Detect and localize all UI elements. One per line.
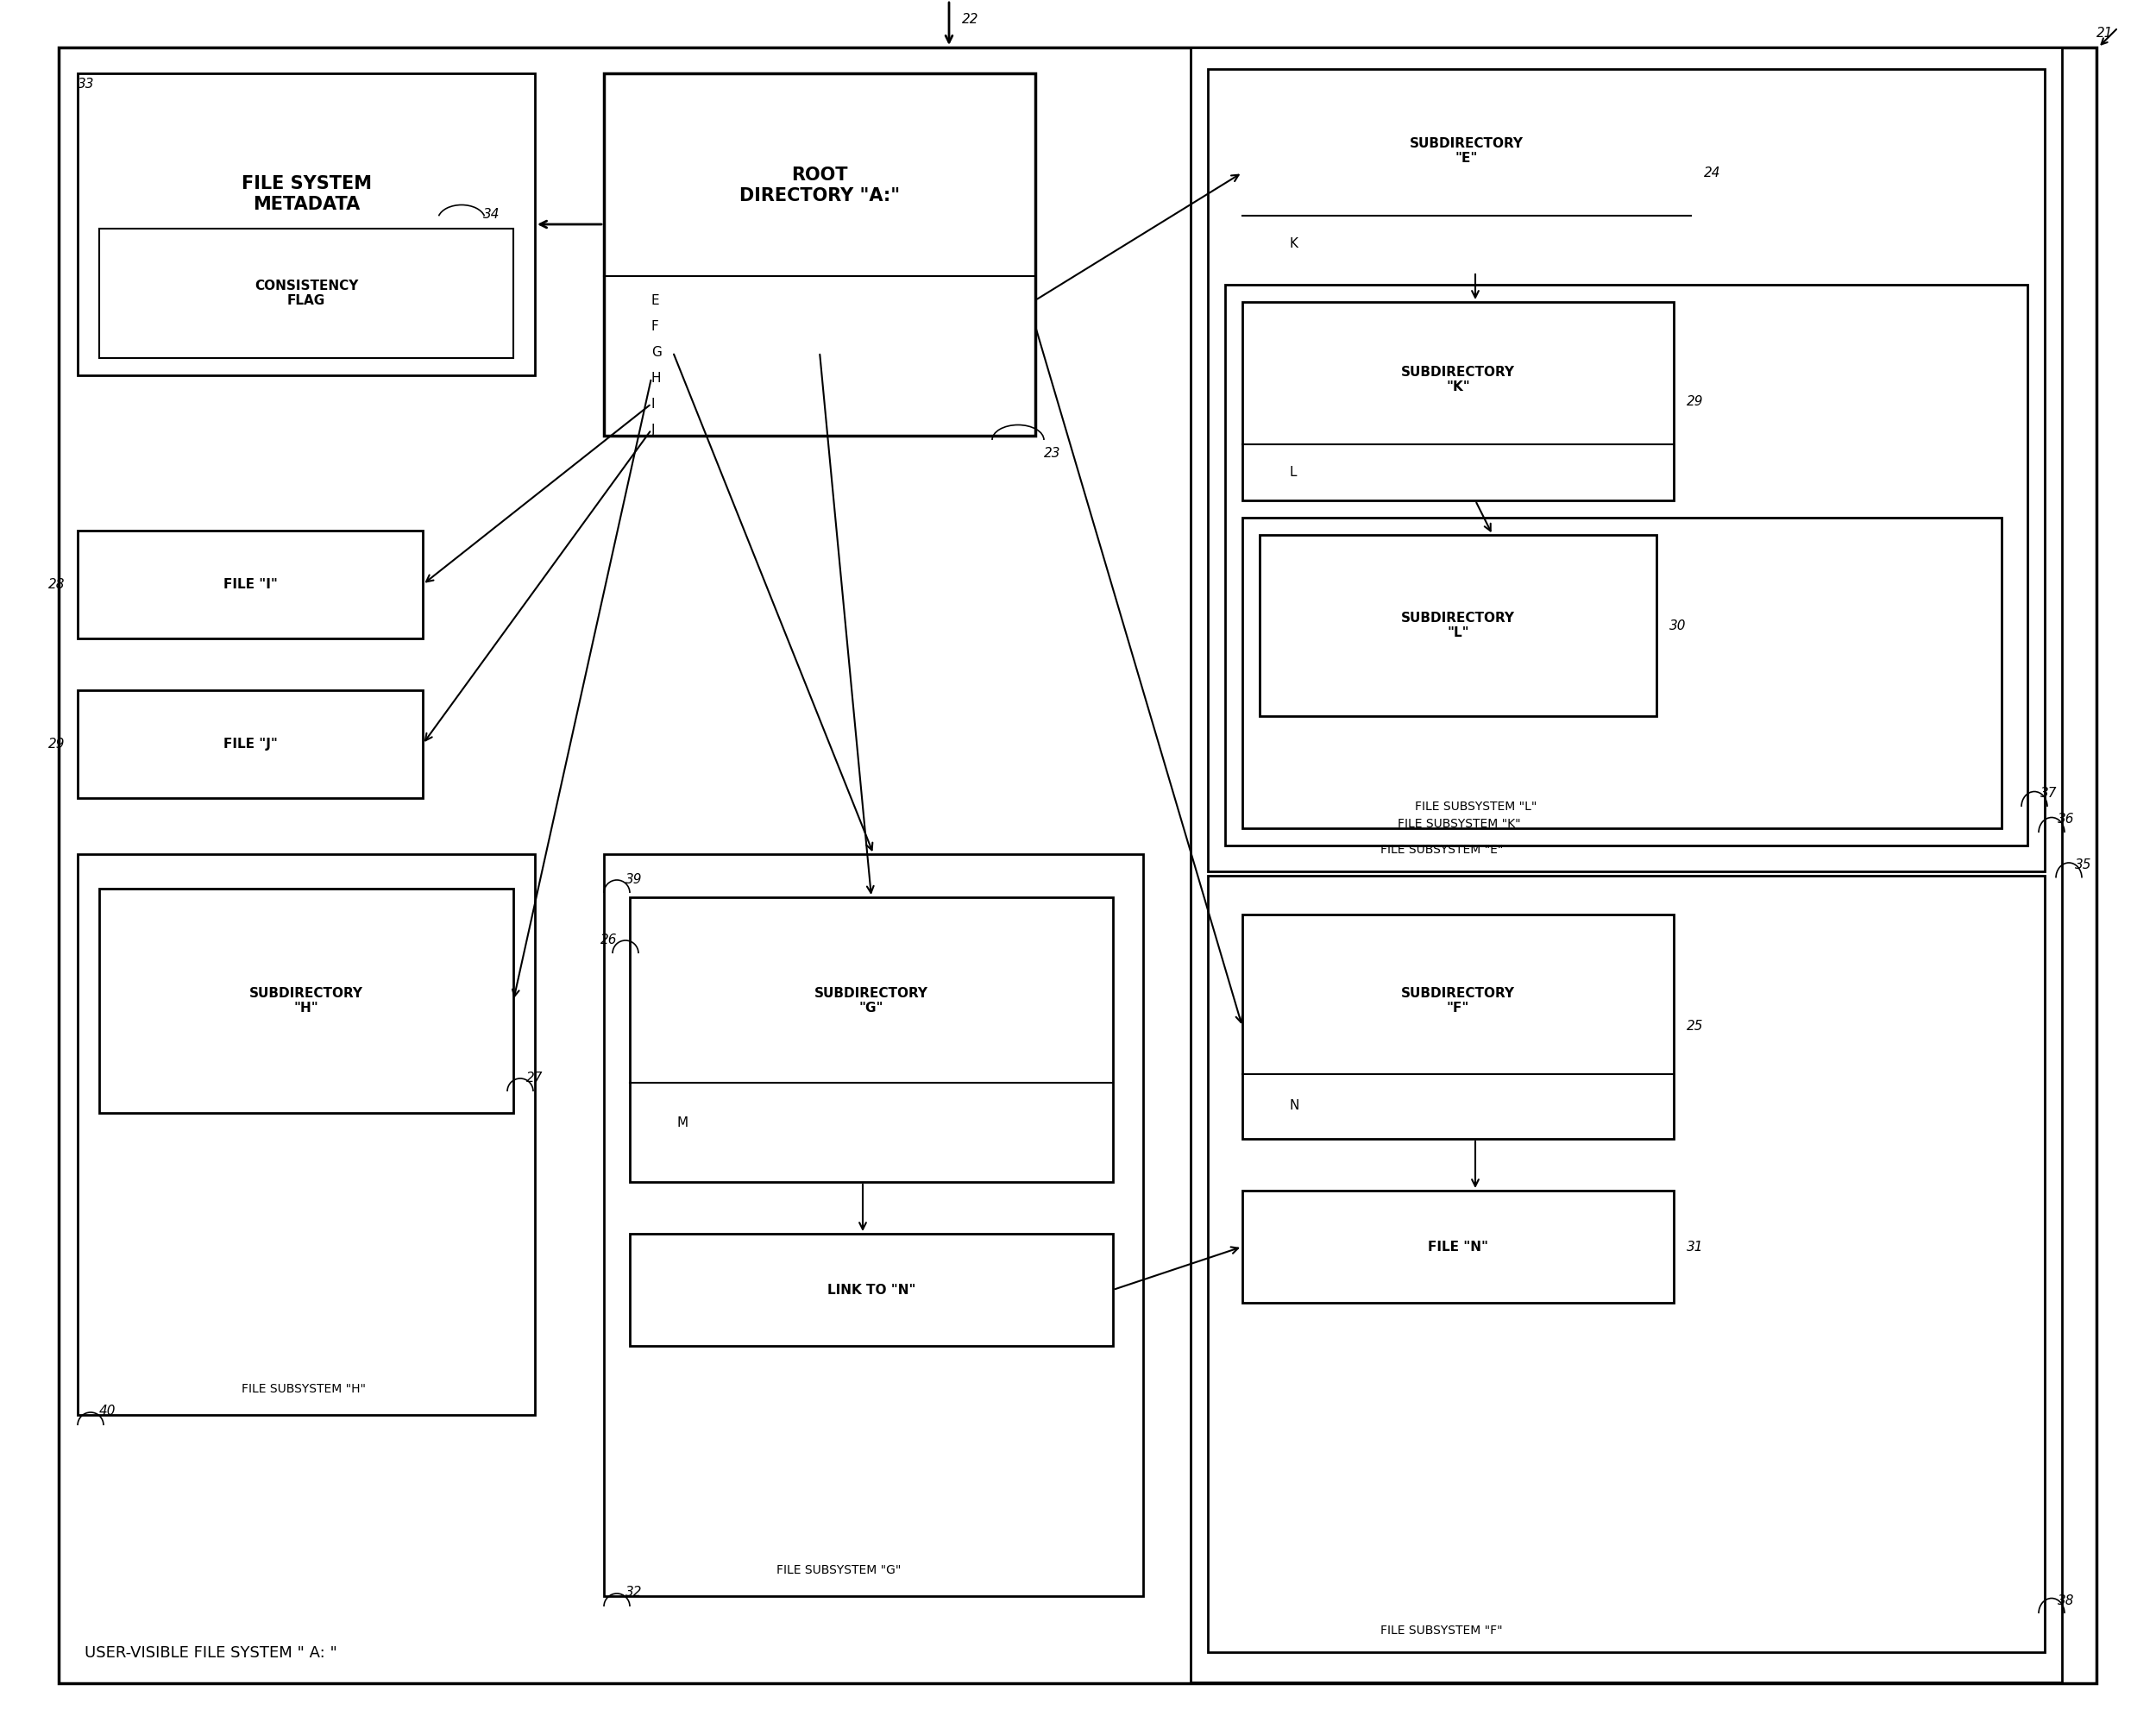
Bar [1225, 285, 2027, 845]
Text: 32: 32 [625, 1586, 642, 1598]
Text: J: J [651, 423, 655, 435]
Bar [99, 229, 513, 357]
Text: FILE SUBSYSTEM "L": FILE SUBSYSTEM "L" [1414, 800, 1537, 812]
Bar [604, 854, 1143, 1596]
Text: FILE "N": FILE "N" [1427, 1241, 1488, 1253]
Text: I: I [651, 397, 655, 409]
Text: SUBDIRECTORY
"E": SUBDIRECTORY "E" [1410, 137, 1524, 165]
Text: 31: 31 [1686, 1241, 1703, 1253]
Bar [630, 897, 1112, 1182]
Text: SUBDIRECTORY
"F": SUBDIRECTORY "F" [1401, 987, 1516, 1015]
Text: 29: 29 [1686, 394, 1703, 408]
Text: FILE SUBSYSTEM "G": FILE SUBSYSTEM "G" [776, 1565, 901, 1577]
Text: 29: 29 [47, 737, 65, 751]
Text: 33: 33 [78, 78, 95, 90]
Bar [1190, 47, 2061, 1683]
Text: CONSISTENCY
FLAG: CONSISTENCY FLAG [254, 279, 358, 307]
Text: F: F [651, 319, 660, 333]
Text: FILE "I": FILE "I" [222, 578, 278, 592]
Bar [1242, 914, 1673, 1138]
Bar [78, 73, 535, 375]
Text: L: L [1289, 467, 1298, 479]
Text: 39: 39 [625, 873, 642, 887]
Text: 25: 25 [1686, 1020, 1703, 1032]
Text: 36: 36 [2057, 814, 2074, 826]
Bar [78, 854, 535, 1416]
Text: 40: 40 [99, 1404, 116, 1417]
Text: M: M [677, 1117, 688, 1129]
Bar [78, 691, 423, 798]
Text: H: H [651, 371, 662, 385]
Text: 38: 38 [2057, 1594, 2074, 1607]
Text: FILE SYSTEM
METADATA: FILE SYSTEM METADATA [241, 175, 371, 213]
Text: SUBDIRECTORY
"L": SUBDIRECTORY "L" [1401, 611, 1516, 640]
Text: LINK TO "N": LINK TO "N" [828, 1284, 916, 1296]
Bar [1259, 534, 1656, 717]
Text: 37: 37 [2040, 788, 2057, 800]
Bar [1242, 517, 2001, 828]
Text: SUBDIRECTORY
"H": SUBDIRECTORY "H" [250, 987, 362, 1015]
Text: G: G [651, 345, 662, 359]
Text: 35: 35 [2074, 859, 2091, 871]
Bar [1242, 302, 1673, 500]
Text: FILE SUBSYSTEM "K": FILE SUBSYSTEM "K" [1397, 817, 1520, 829]
Bar [630, 1234, 1112, 1346]
Bar [99, 888, 513, 1112]
Text: FILE SUBSYSTEM "H": FILE SUBSYSTEM "H" [241, 1383, 367, 1395]
Text: SUBDIRECTORY
"G": SUBDIRECTORY "G" [815, 987, 929, 1015]
Text: FILE SUBSYSTEM "F": FILE SUBSYSTEM "F" [1380, 1624, 1503, 1636]
Text: 30: 30 [1669, 619, 1686, 632]
Text: K: K [1289, 236, 1298, 250]
Text: FILE "J": FILE "J" [222, 737, 278, 751]
Text: 34: 34 [483, 208, 500, 220]
Text: FILE SUBSYSTEM "E": FILE SUBSYSTEM "E" [1380, 843, 1503, 855]
Text: E: E [651, 293, 660, 307]
Text: N: N [1289, 1100, 1300, 1112]
Text: 22: 22 [962, 12, 979, 26]
Bar [604, 73, 1035, 435]
Bar [1242, 1190, 1673, 1303]
Text: USER-VISIBLE FILE SYSTEM " A: ": USER-VISIBLE FILE SYSTEM " A: " [84, 1645, 336, 1660]
Text: 23: 23 [1044, 446, 1061, 460]
Text: 21: 21 [2096, 26, 2113, 40]
Text: 26: 26 [599, 933, 617, 947]
Bar [1242, 73, 1690, 272]
Bar [78, 531, 423, 638]
Text: 27: 27 [526, 1072, 543, 1084]
Bar [1207, 876, 2044, 1652]
Bar [1207, 69, 2044, 871]
Text: ROOT
DIRECTORY "A:": ROOT DIRECTORY "A:" [740, 167, 899, 205]
Text: 24: 24 [1703, 167, 1720, 179]
Text: 28: 28 [47, 578, 65, 592]
Text: SUBDIRECTORY
"K": SUBDIRECTORY "K" [1401, 366, 1516, 394]
